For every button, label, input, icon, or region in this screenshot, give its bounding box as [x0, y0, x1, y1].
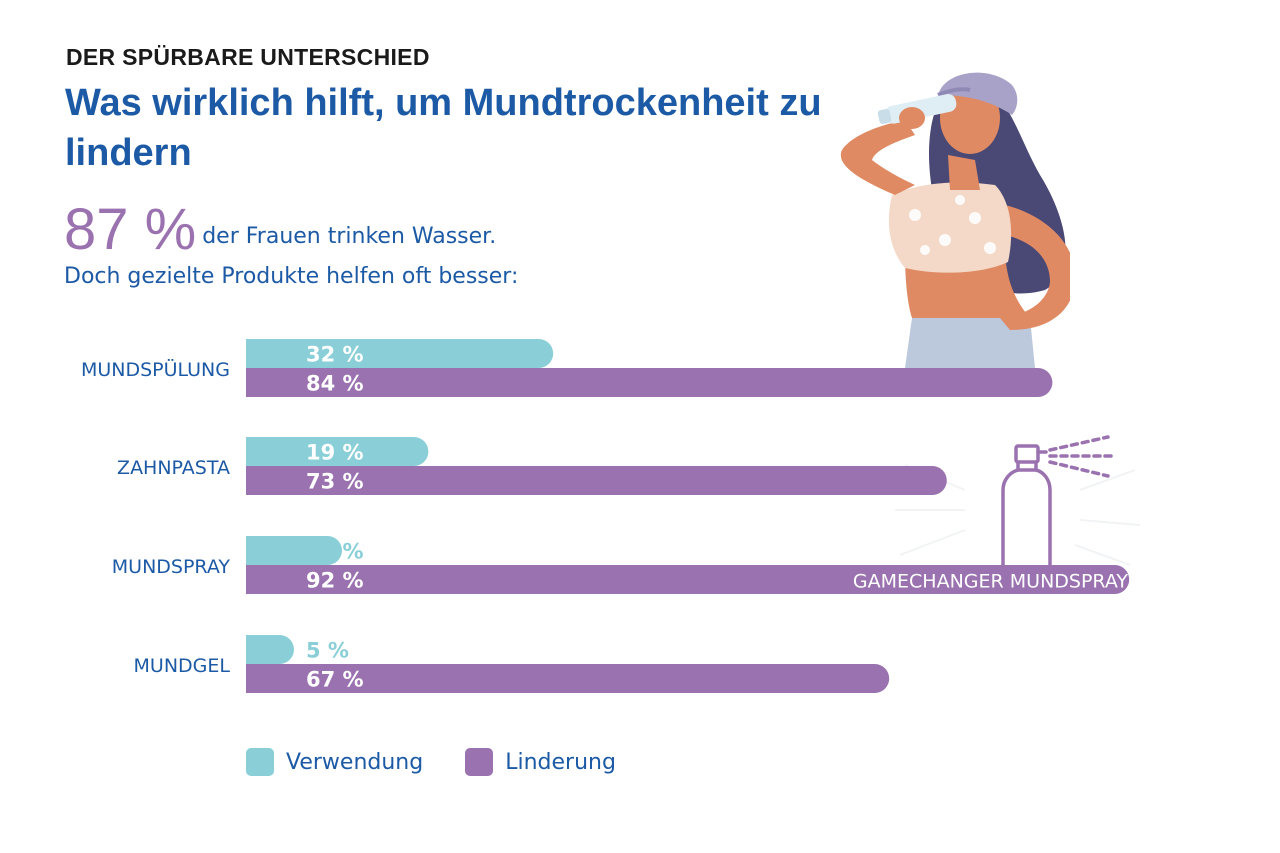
legend-item-usage: Verwendung — [246, 748, 423, 776]
value-label-usage: 10 % — [306, 540, 364, 564]
stat-text: der Frauen trinken Wasser. — [202, 224, 497, 249]
value-label-relief: 73 % — [306, 470, 364, 494]
value-label-usage: 5 % — [306, 639, 349, 663]
legend-label-relief: Linderung — [505, 749, 616, 775]
bar-usage — [246, 536, 342, 565]
legend: Verwendung Linderung — [246, 748, 658, 776]
value-label-relief: 92 % — [306, 569, 364, 593]
value-label-usage: 19 % — [306, 441, 364, 465]
legend-swatch-relief — [465, 748, 494, 776]
bar-usage — [246, 339, 554, 368]
annotation-gamechanger: GAMECHANGER MUNDSPRAY — [853, 571, 1128, 593]
stat-value: 87 % — [64, 197, 197, 262]
value-label-usage: 32 % — [306, 343, 364, 367]
woman-drinking-illustration — [840, 72, 1070, 368]
key-stat: 87 % der Frauen trinken Wasser. — [64, 196, 496, 263]
legend-label-usage: Verwendung — [286, 749, 424, 775]
bar-usage — [246, 437, 429, 466]
category-label: MUNDSPÜLUNG — [81, 358, 230, 381]
category-label: ZAHNPASTA — [117, 457, 230, 479]
bar-relief — [246, 565, 1130, 594]
legend-swatch-usage — [246, 748, 274, 776]
bar-relief — [246, 466, 947, 495]
subtitle: Doch gezielte Produkte helfen oft besser… — [64, 264, 519, 289]
page-title: Was wirklich hilft, um Mundtrockenheit z… — [65, 82, 822, 174]
category-label: MUNDSPRAY — [112, 556, 231, 578]
spray-bottle-icon — [895, 435, 1140, 568]
kicker: DER SPÜRBARE UNTERSCHIED — [66, 44, 430, 70]
legend-item-relief: Linderung — [465, 748, 616, 776]
value-label-relief: 84 % — [306, 372, 364, 396]
value-label-relief: 67 % — [306, 668, 364, 692]
bar-relief — [246, 664, 890, 693]
bar-usage — [246, 635, 294, 664]
bar-relief — [246, 368, 1053, 397]
category-label: MUNDGEL — [134, 655, 231, 677]
